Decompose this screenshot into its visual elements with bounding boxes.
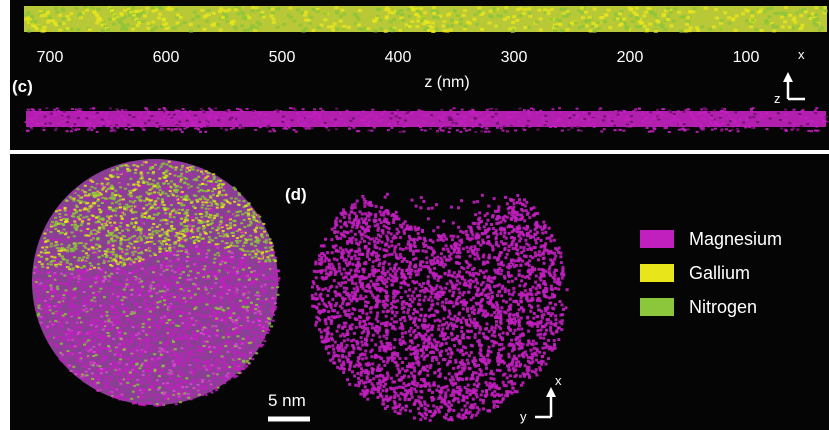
panel-label-c: (c)	[12, 77, 33, 96]
orientation-y-label: y	[520, 409, 527, 424]
z-tick-500: 500	[268, 49, 296, 66]
z-tick-300: 300	[500, 49, 528, 66]
legend-item-nitrogen: Nitrogen	[640, 295, 757, 319]
legend-swatch-gallium	[640, 264, 674, 282]
legend-label-gallium: Gallium	[689, 263, 751, 283]
orientation-x-label-bottom: x	[555, 373, 562, 388]
magnesium-cross-section	[310, 192, 569, 422]
legend-label-magnesium: Magnesium	[689, 229, 783, 249]
z-tick-200: 200	[616, 49, 644, 66]
cross-section-reconstructions	[32, 159, 569, 422]
legend-swatch-nitrogen	[640, 298, 674, 316]
z-tick-700: 700	[36, 49, 64, 66]
bottom-panel: (d) 5 nm x y Magnesium Gallium Nitrogen	[10, 154, 829, 430]
top-reconstructions	[24, 6, 829, 133]
legend-item-gallium: Gallium	[640, 261, 750, 285]
orientation-x-label: x	[798, 47, 805, 62]
composite-cross-section-disk	[32, 159, 281, 407]
z-tick-600: 600	[152, 49, 180, 66]
scale-bar-label: 5 nm	[268, 391, 306, 410]
legend-label-nitrogen: Nitrogen	[689, 297, 758, 317]
z-axis-label: z (nm)	[424, 74, 470, 91]
z-tick-100: 100	[732, 49, 760, 66]
magnesium-strip	[24, 107, 829, 133]
legend-swatch-magnesium	[640, 230, 674, 248]
top-panel: 700 600 500 400 300 200 100 z (nm) (c) x…	[10, 0, 829, 150]
xz-orientation-axes	[783, 72, 805, 101]
panel-label-d: (d)	[285, 185, 307, 204]
xy-orientation-axes	[535, 387, 556, 419]
orientation-z-label: z	[774, 91, 781, 106]
legend-item-magnesium: Magnesium	[640, 227, 782, 251]
z-tick-400: 400	[384, 49, 412, 66]
gallium-nitrogen-strip	[24, 6, 828, 33]
